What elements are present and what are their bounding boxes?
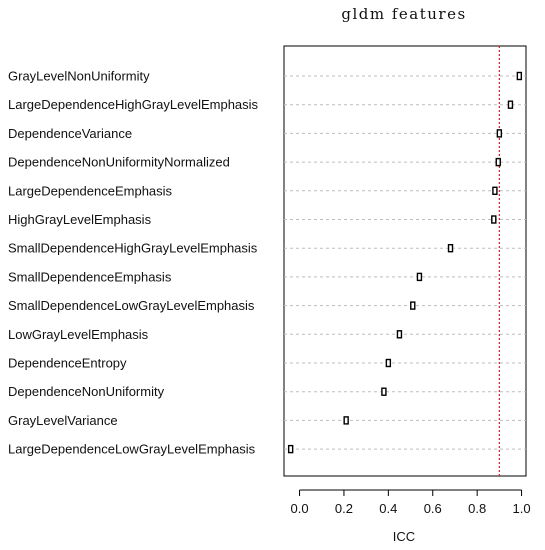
data-point bbox=[381, 387, 387, 396]
x-tick-label: 0.8 bbox=[468, 501, 486, 516]
data-point bbox=[410, 301, 416, 310]
category-label: DependenceNonUniformityNormalized bbox=[8, 155, 230, 170]
category-label: LargeDependenceLowGrayLevelEmphasis bbox=[8, 442, 256, 457]
x-axis: 0.0 0.2 0.4 0.6 0.8 1.0 bbox=[291, 489, 531, 516]
data-point bbox=[287, 444, 294, 454]
x-axis-title: ICC bbox=[393, 529, 415, 544]
category-label: HighGrayLevelEmphasis bbox=[8, 212, 152, 227]
data-point bbox=[416, 272, 423, 282]
x-tick-label: 0.2 bbox=[335, 501, 353, 516]
data-point bbox=[491, 215, 497, 224]
chart-title: gldm features bbox=[341, 5, 466, 23]
data-points bbox=[287, 71, 523, 454]
category-label: DependenceVariance bbox=[8, 126, 132, 141]
data-point bbox=[507, 100, 514, 109]
category-label: LargeDependenceHighGrayLevelEmphasis bbox=[8, 97, 259, 112]
x-tick-label: 0.0 bbox=[291, 501, 309, 516]
plot-frame bbox=[283, 45, 527, 477]
x-tick-label: 0.4 bbox=[379, 501, 397, 516]
category-label: DependenceEntropy bbox=[8, 356, 127, 371]
data-point bbox=[492, 186, 498, 196]
data-point bbox=[396, 330, 403, 339]
data-point bbox=[496, 129, 503, 138]
x-tick-label: 0.6 bbox=[424, 501, 442, 516]
x-tick-label: 1.0 bbox=[513, 501, 531, 516]
category-label: SmallDependenceLowGrayLevelEmphasis bbox=[8, 298, 255, 313]
data-point bbox=[343, 416, 349, 425]
data-point bbox=[385, 358, 392, 368]
category-label: DependenceNonUniformity bbox=[8, 384, 165, 399]
data-point bbox=[495, 157, 501, 167]
category-label: GrayLevelNonUniformity bbox=[8, 69, 150, 84]
category-label: LowGrayLevelEmphasis bbox=[8, 327, 149, 342]
category-label: SmallDependenceHighGrayLevelEmphasis bbox=[8, 241, 258, 256]
grid-lines bbox=[284, 75, 526, 450]
category-label: GrayLevelVariance bbox=[8, 413, 118, 428]
category-labels: GrayLevelNonUniformity LargeDependenceHig… bbox=[8, 69, 259, 457]
data-point bbox=[447, 243, 454, 253]
data-point bbox=[516, 71, 523, 81]
category-label: LargeDependenceEmphasis bbox=[8, 183, 173, 198]
category-label: SmallDependenceEmphasis bbox=[8, 269, 172, 284]
